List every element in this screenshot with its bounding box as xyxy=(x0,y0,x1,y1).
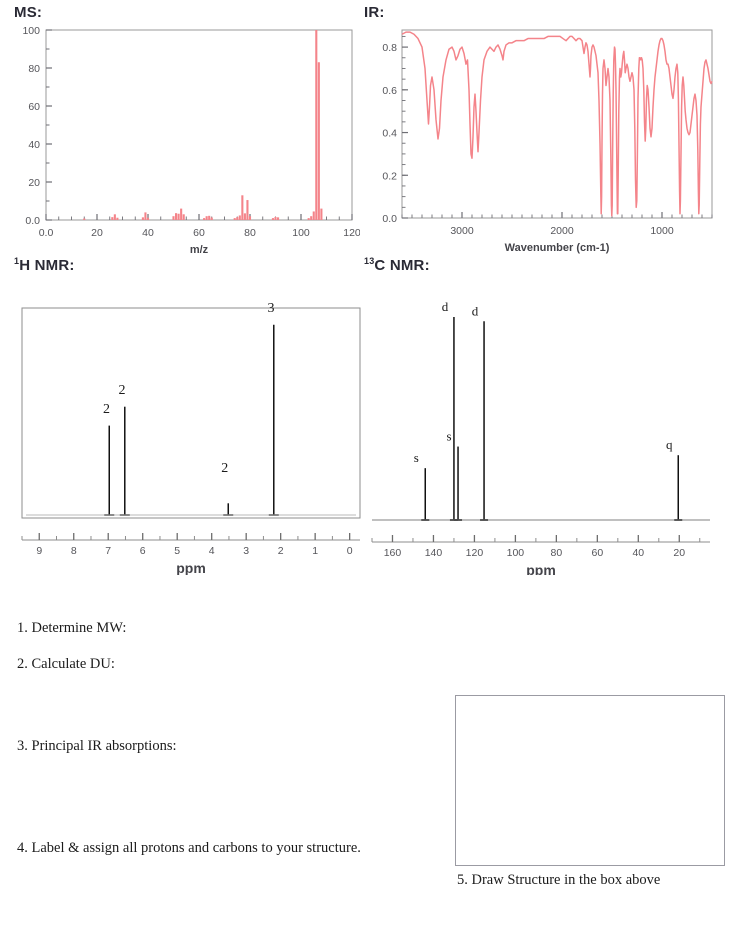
question-1-determine-mw: 1. Determine MW: xyxy=(17,620,127,636)
ir-spectrum-chart: 0.0 0.2 0.4 0.6 0.8 3000 2000 1000 Wavenumber (c… xyxy=(382,29,713,254)
cnmr-xtick-label: 120 xyxy=(466,547,484,559)
ms-ytick-label: 100 xyxy=(22,25,40,37)
ms-xaxis-title: m/z xyxy=(190,244,209,254)
ms-ytick-label: 20 xyxy=(28,177,40,189)
proton-nmr-panel: 1H NMR: xyxy=(14,256,75,274)
ms-ytick-label: 40 xyxy=(28,139,40,151)
carbon-nmr-header-sup: 13 xyxy=(364,256,375,266)
cnmr-xaxis-title: ppm xyxy=(526,562,556,575)
hnmr-xtick-label: 5 xyxy=(174,545,180,557)
ms-xtick-label: 60 xyxy=(193,227,205,239)
hnmr-integration-label: 2 xyxy=(103,402,110,417)
ir-ytick-label: 0.6 xyxy=(382,85,397,97)
cnmr-xtick-label: 20 xyxy=(673,547,685,559)
carbon-nmr-header: 13C NMR: xyxy=(364,256,430,274)
cnmr-xtick-label: 160 xyxy=(384,547,402,559)
cnmr-multiplicity-label: d xyxy=(472,303,479,318)
carbon-nmr-header-text: C NMR: xyxy=(374,257,430,274)
hnmr-plot-frame xyxy=(21,307,361,519)
cnmr-xtick-label: 140 xyxy=(425,547,443,559)
ir-header: IR: xyxy=(364,4,385,21)
cnmr-multiplicity-label: s xyxy=(414,450,419,465)
carbon-nmr-panel: 13C NMR: xyxy=(364,256,430,274)
ms-ytick-label: 80 xyxy=(28,63,40,75)
cnmr-xtick-label: 100 xyxy=(507,547,525,559)
ms-header: MS: xyxy=(14,4,43,21)
hnmr-xtick-label: 7 xyxy=(105,545,111,557)
question-3-principal-ir-absorptions: 3. Principal IR absorptions: xyxy=(17,738,177,754)
ms-xtick-label: 0.0 xyxy=(39,227,54,239)
cnmr-xtick-label: 60 xyxy=(591,547,603,559)
ir-xtick-label: 2000 xyxy=(550,225,574,237)
hnmr-xtick-label: 6 xyxy=(140,545,146,557)
ms-xtick-label: 40 xyxy=(142,227,154,239)
ms-ytick-label: 60 xyxy=(28,101,40,113)
mass-spectrum-chart: 0.0 20 40 60 80 100 0.0 20 40 60 80 100 120 m/z xyxy=(22,25,360,254)
cnmr-multiplicity-label: s xyxy=(447,429,452,444)
ir-panel: IR: xyxy=(364,4,385,21)
hnmr-xtick-label: 0 xyxy=(347,545,353,557)
question-2-calculate-du: 2. Calculate DU: xyxy=(17,656,115,672)
hnmr-xtick-label: 3 xyxy=(243,545,249,557)
hnmr-xtick-label: 4 xyxy=(209,545,215,557)
ir-ytick-label: 0.2 xyxy=(382,170,397,182)
ms-xtick-label: 80 xyxy=(244,227,256,239)
ir-xaxis-title: Wavenumber (cm-1) xyxy=(505,242,610,254)
cnmr-multiplicity-label: q xyxy=(666,437,673,452)
ir-plot-frame xyxy=(401,29,713,219)
ir-xtick-label: 1000 xyxy=(650,225,674,237)
proton-nmr-header: 1H NMR: xyxy=(14,256,75,274)
cnmr-xtick-label: 80 xyxy=(551,547,563,559)
ms-xtick-label: 20 xyxy=(91,227,103,239)
carbon-nmr-chart: s d s d q 160 140 120 100 80 60 40 20 ppm xyxy=(371,299,710,575)
ms-plot-frame xyxy=(45,29,353,221)
ir-ytick-label: 0.8 xyxy=(382,42,397,54)
proton-nmr-header-text: H NMR: xyxy=(19,257,75,274)
ir-ytick-label: 0.0 xyxy=(382,213,397,225)
ir-xtick-label: 3000 xyxy=(450,225,474,237)
cnmr-multiplicity-label: d xyxy=(442,299,449,314)
cnmr-xtick-label: 40 xyxy=(632,547,644,559)
question-4-label-assign: 4. Label & assign all protons and carbon… xyxy=(17,840,361,856)
hnmr-integration-label: 2 xyxy=(221,461,228,476)
question-5-draw-structure: 5. Draw Structure in the box above xyxy=(457,872,661,888)
hnmr-xaxis-title: ppm xyxy=(176,560,206,575)
ir-trace xyxy=(401,31,713,217)
hnmr-xtick-label: 1 xyxy=(312,545,318,557)
hnmr-xtick-label: 9 xyxy=(36,545,42,557)
ms-xtick-label: 100 xyxy=(292,227,310,239)
ir-ytick-label: 0.4 xyxy=(382,128,397,140)
hnmr-xtick-label: 8 xyxy=(71,545,77,557)
hnmr-integration-label: 3 xyxy=(268,301,275,316)
ms-panel: MS: xyxy=(14,4,42,21)
proton-nmr-header-sup: 1 xyxy=(14,256,20,266)
structure-draw-box[interactable] xyxy=(455,695,725,866)
ms-ytick-label: 0.0 xyxy=(25,215,40,227)
ms-xtick-label: 120 xyxy=(343,227,360,239)
hnmr-integration-label: 2 xyxy=(119,383,126,398)
hnmr-xtick-label: 2 xyxy=(278,545,284,557)
